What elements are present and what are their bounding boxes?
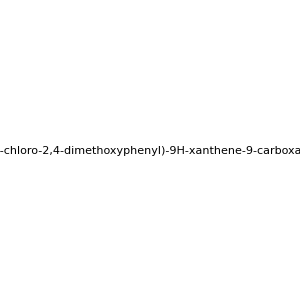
Text: N-(5-chloro-2,4-dimethoxyphenyl)-9H-xanthene-9-carboxamide: N-(5-chloro-2,4-dimethoxyphenyl)-9H-xant… xyxy=(0,146,300,157)
